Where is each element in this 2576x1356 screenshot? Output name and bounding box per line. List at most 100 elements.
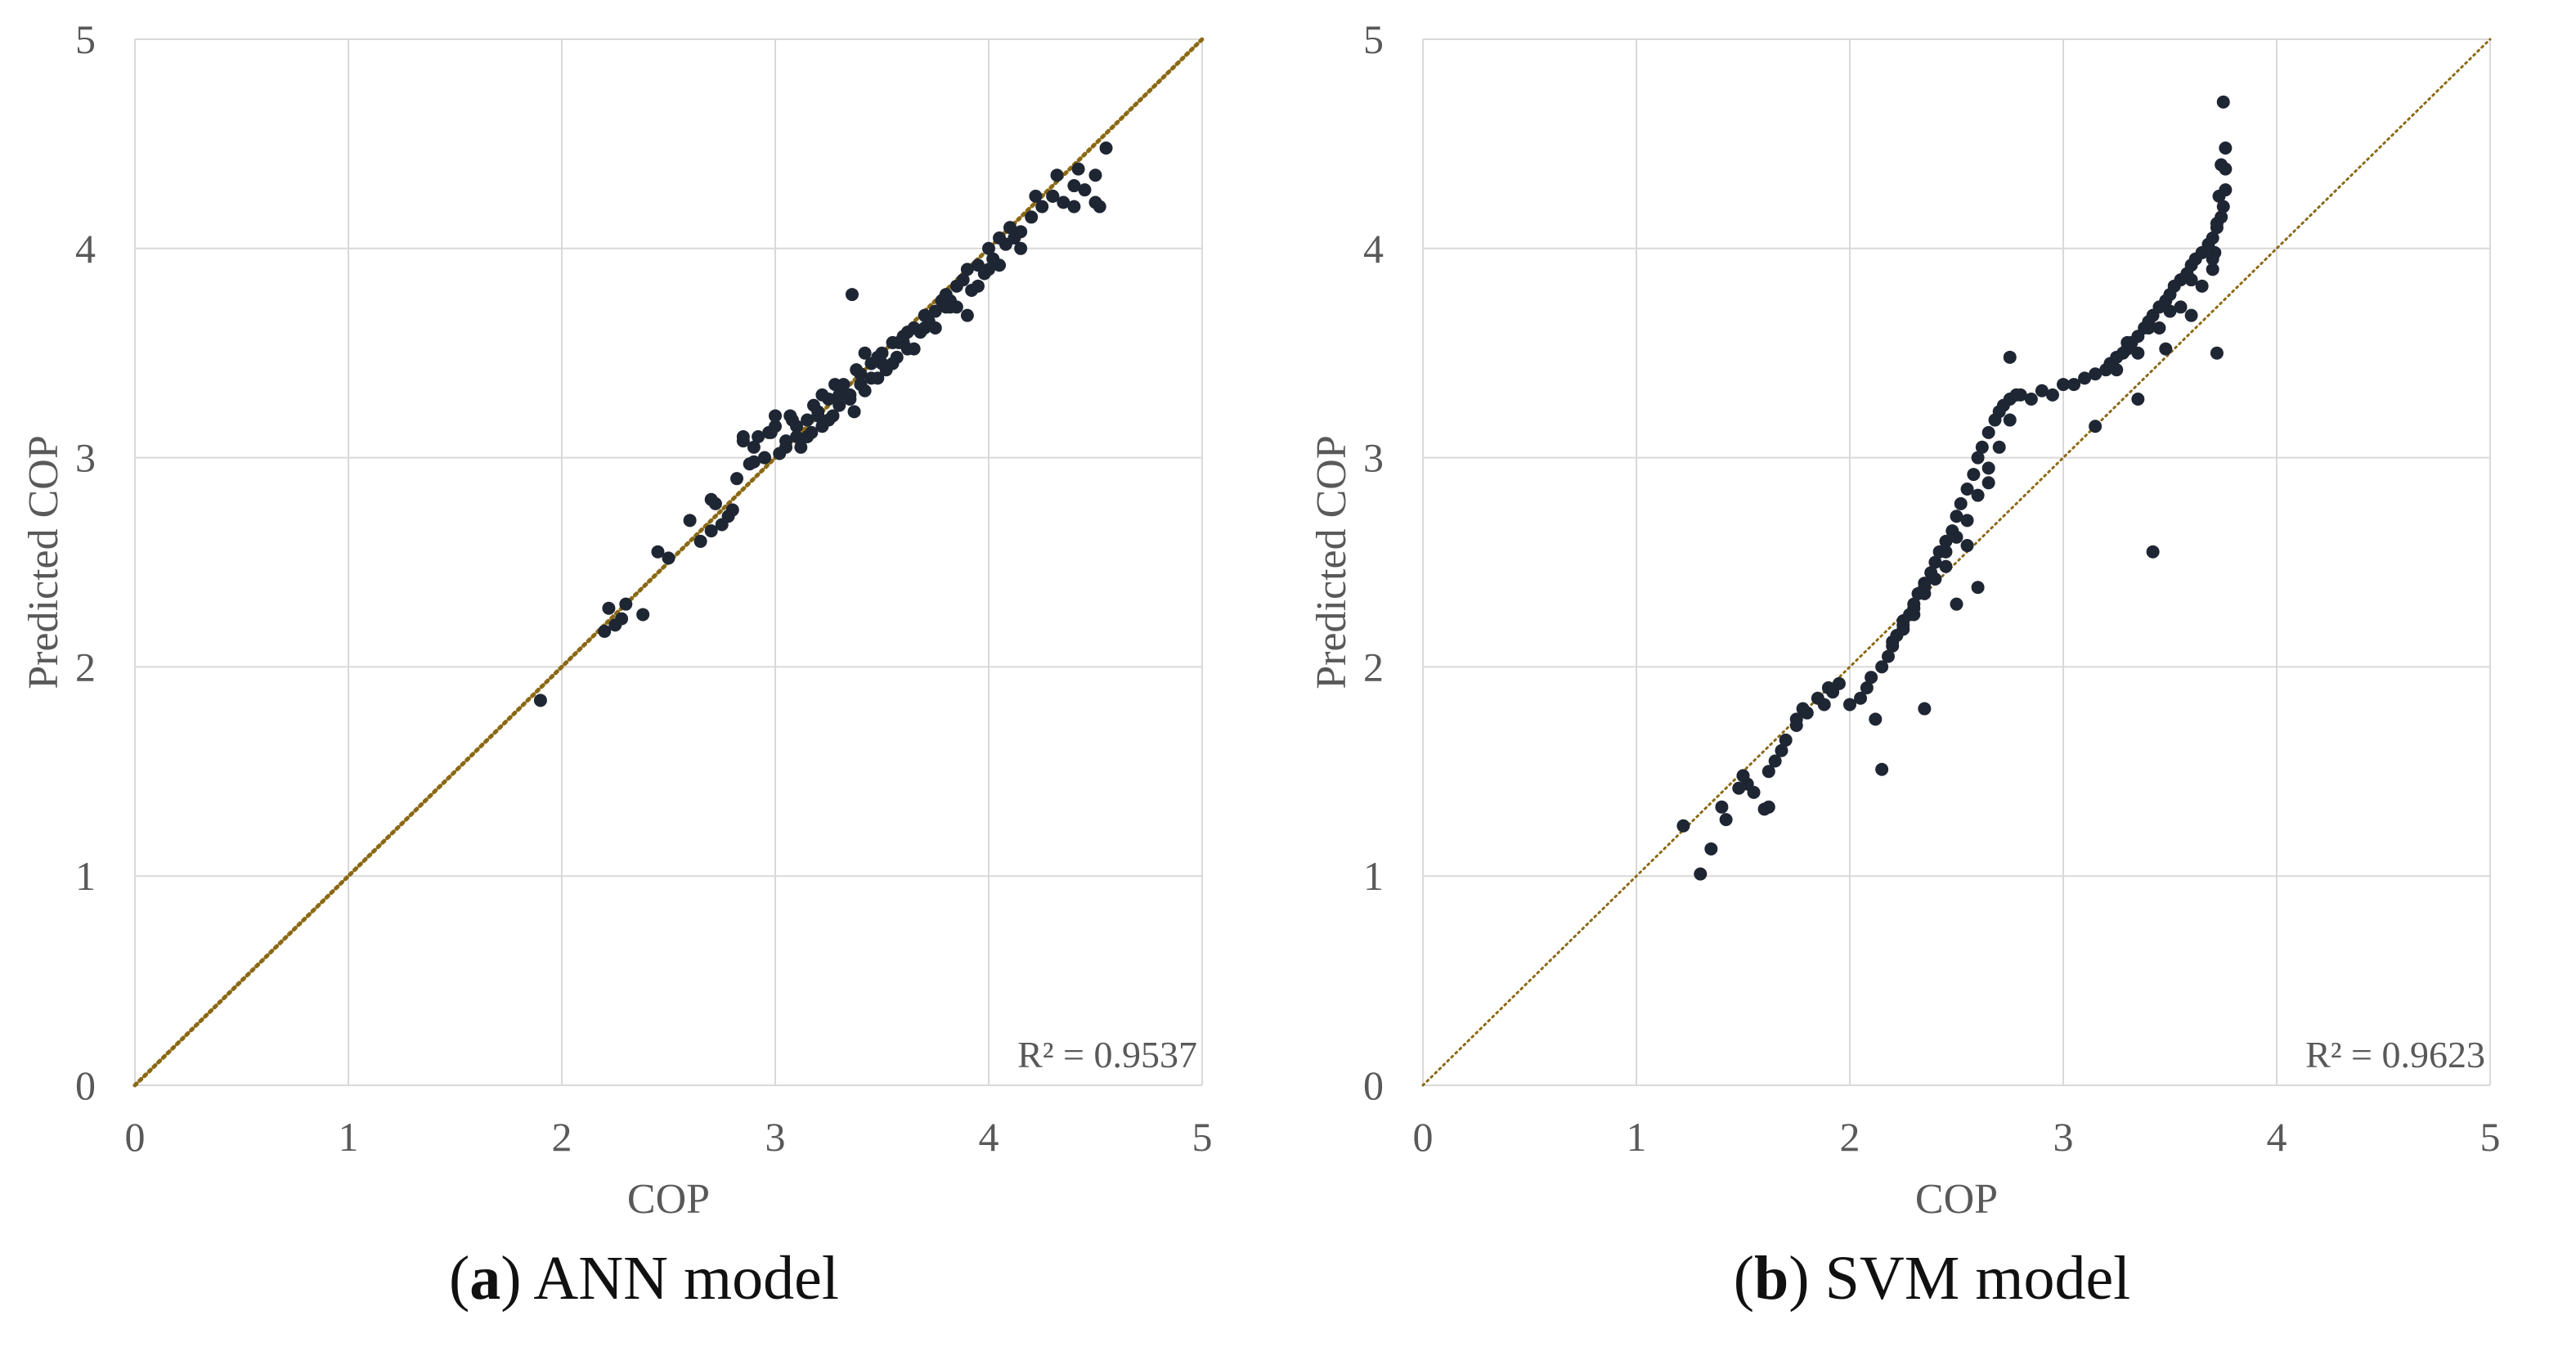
caption-b: (b) SVM model — [1733, 1244, 2131, 1313]
data-point — [1099, 141, 1113, 155]
data-point — [1950, 597, 1963, 611]
caption-b-text: SVM model — [1809, 1244, 2131, 1313]
data-point — [1918, 702, 1932, 716]
data-point — [900, 326, 914, 339]
data-point — [1918, 586, 1932, 600]
data-point — [1950, 530, 1963, 544]
data-point — [806, 398, 820, 412]
data-point — [1093, 200, 1106, 213]
y-tick-label: 4 — [75, 226, 96, 272]
data-point — [1875, 762, 1889, 776]
data-point — [785, 413, 799, 427]
y-tick-label: 3 — [75, 435, 96, 481]
data-point — [2110, 363, 2124, 377]
data-point — [1960, 539, 1974, 553]
data-point — [779, 440, 793, 454]
data-point — [864, 371, 878, 385]
data-point — [1676, 819, 1690, 833]
data-point — [1971, 488, 1985, 502]
data-point — [1088, 168, 1102, 182]
data-point — [747, 440, 761, 454]
data-point — [2216, 95, 2230, 109]
y-axis-label: Predicted COP — [1308, 435, 1355, 689]
data-point — [2163, 304, 2177, 318]
data-point — [1865, 671, 1878, 685]
data-point — [1071, 162, 1085, 176]
data-point — [928, 321, 942, 335]
data-point — [2057, 378, 2070, 392]
data-point — [2195, 279, 2209, 293]
data-point — [752, 430, 765, 444]
data-point — [892, 335, 906, 349]
data-point — [651, 545, 665, 559]
data-point — [2146, 545, 2160, 559]
data-point — [832, 398, 846, 412]
data-point — [1896, 614, 1910, 628]
data-point — [2206, 263, 2219, 276]
data-point — [1886, 635, 1900, 649]
data-point — [1860, 680, 1874, 694]
x-tick-label: 1 — [1627, 1114, 1647, 1160]
data-point — [1971, 581, 1985, 595]
data-point — [1975, 440, 1989, 454]
data-point — [1950, 510, 1963, 523]
data-point — [704, 492, 718, 506]
x-axis-label: COP — [627, 1176, 710, 1223]
r-squared-annotation: R² = 0.9537 — [1017, 1034, 1197, 1075]
data-point — [747, 455, 761, 469]
caption-a-letter: a — [469, 1244, 501, 1313]
x-tick-label: 4 — [979, 1114, 999, 1160]
data-point — [619, 597, 633, 611]
data-point — [636, 608, 650, 622]
data-point — [2184, 308, 2198, 322]
chart-svm: 0 1 2 3 4 5 0 1 2 3 4 5 COP Predicted COP R² = 0.9623 — [1308, 16, 2501, 1223]
x-tick-label: 3 — [765, 1114, 786, 1160]
data-point — [1928, 555, 1942, 569]
data-point — [1035, 200, 1049, 213]
data-point — [1779, 733, 1793, 747]
y-tick-label: 5 — [75, 16, 96, 62]
caption-a: (a) ANN model — [448, 1244, 840, 1313]
data-point — [1981, 476, 1995, 490]
data-point — [801, 430, 815, 444]
data-point — [801, 413, 815, 427]
data-point — [693, 534, 707, 548]
data-point — [1800, 706, 1814, 720]
data-point — [854, 378, 868, 392]
r-squared-annotation: R² = 0.9623 — [2305, 1034, 2485, 1075]
y-tick-label: 2 — [75, 644, 96, 689]
data-point — [662, 551, 675, 565]
data-point — [790, 430, 804, 444]
y-tick-label: 1 — [75, 853, 96, 899]
data-point — [1761, 765, 1775, 779]
data-point — [1789, 719, 1803, 733]
data-point — [2013, 388, 2027, 402]
data-point — [2174, 300, 2188, 314]
data-point — [982, 241, 995, 255]
y-tick-label: 0 — [75, 1062, 96, 1108]
data-point — [2184, 273, 2198, 287]
data-point — [2212, 189, 2226, 203]
data-point — [2152, 321, 2166, 335]
caption-b-letter: b — [1754, 1244, 1789, 1313]
data-point — [2215, 158, 2228, 172]
data-point — [1992, 440, 2006, 454]
data-point — [1875, 660, 1889, 674]
data-point — [2216, 200, 2230, 213]
data-point — [1939, 559, 1953, 573]
data-point — [993, 258, 1007, 272]
data-point — [850, 363, 864, 377]
data-point — [2045, 388, 2059, 402]
data-point — [907, 342, 921, 356]
data-point — [956, 273, 970, 287]
data-point — [2131, 346, 2145, 360]
data-point — [1843, 698, 1856, 712]
data-point — [2067, 378, 2081, 392]
data-point — [1981, 461, 1995, 475]
x-tick-label: 2 — [552, 1114, 572, 1160]
data-point — [1928, 572, 1942, 586]
data-point — [598, 624, 612, 638]
data-point — [1981, 425, 1995, 439]
data-point — [2142, 321, 2156, 335]
data-point — [1832, 676, 1846, 690]
